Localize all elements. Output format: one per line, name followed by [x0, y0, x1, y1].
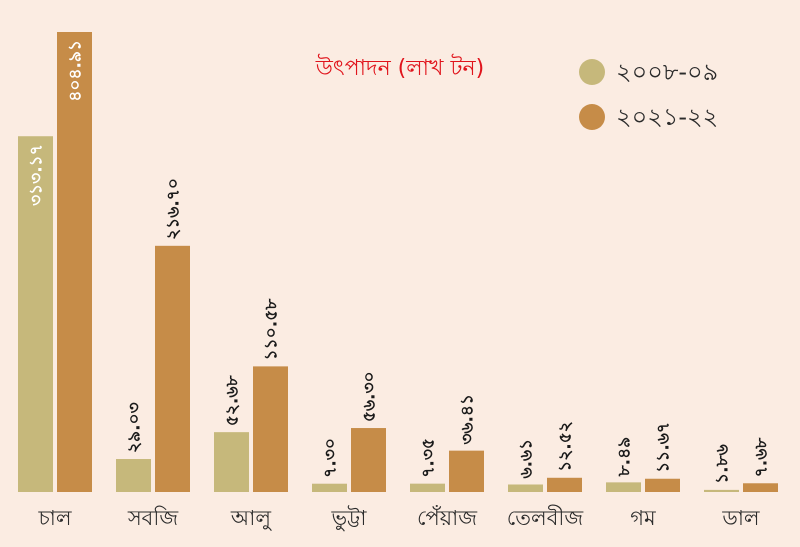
- value-label-2008-09-3: ৭.৩০: [321, 438, 341, 478]
- bar-2021-22-7: [743, 483, 778, 492]
- bar-2008-09-0: [18, 136, 53, 492]
- legend-swatch-2021-22: [579, 104, 605, 130]
- bar-2008-09-4: [410, 483, 445, 492]
- value-label-2021-22-6: ১১.৬৭: [654, 422, 674, 473]
- value-label-2008-09-1: ২৯.০৩: [125, 402, 145, 453]
- value-label-2008-09-5: ৬.৬১: [517, 439, 537, 479]
- bar-2008-09-6: [606, 482, 641, 492]
- legend-swatch-2008-09: [579, 59, 605, 85]
- category-label-0: চাল: [37, 506, 71, 530]
- value-label-2008-09-4: ৭.৩৫: [419, 438, 439, 478]
- value-label-2021-22-1: ২১৬.৭০: [164, 178, 184, 240]
- value-label-2021-22-0: ৪০৪.৯১: [66, 40, 86, 102]
- value-label-2008-09-6: ৮.৪৯: [615, 437, 635, 478]
- value-label-2021-22-5: ১২.৫২: [556, 421, 576, 472]
- legend-label-2021-22: ২০২১-২২: [616, 103, 718, 131]
- bar-2021-22-1: [155, 245, 190, 492]
- category-label-3: ভুট্টা: [331, 505, 368, 531]
- bar-2008-09-7: [704, 489, 739, 492]
- chart-title: উৎপাদন (লাখ টন): [315, 54, 484, 81]
- bar-2021-22-3: [351, 428, 386, 492]
- category-labels: চাল সবজি আলু ভুট্টা পেঁয়াজ তেলবীজ গম ডাল: [37, 505, 759, 531]
- category-label-6: গম: [630, 506, 656, 530]
- bar-2008-09-2: [214, 432, 249, 492]
- bar-2021-22-5: [547, 477, 582, 492]
- legend: ২০০৮-০৯ ২০২১-২২: [579, 58, 718, 131]
- bar-2021-22-4: [449, 450, 484, 492]
- bar-2008-09-3: [312, 483, 347, 492]
- value-label-2008-09-2: ৫২.৬৮: [223, 375, 243, 427]
- category-label-4: পেঁয়াজ: [417, 506, 478, 530]
- bar-2008-09-1: [116, 459, 151, 492]
- bar-2021-22-6: [645, 478, 680, 492]
- category-label-7: ডাল: [721, 506, 760, 530]
- category-label-2: আলু: [230, 506, 272, 530]
- value-label-2021-22-4: ৩৬.৪১: [458, 394, 478, 445]
- category-label-1: সবজি: [127, 506, 180, 530]
- bars-group: ৩১৩.১৭ ৪০৪.৯১ ২৯.০৩ ২১৬.৭০ ৫২.৬৮ ১১০.৫৮ ৭.৩০ ৫৬…: [18, 32, 778, 492]
- value-label-2021-22-7: ৭.৬৮: [752, 437, 772, 478]
- category-label-5: তেলবীজ: [507, 505, 585, 530]
- legend-label-2008-09: ২০০৮-০৯: [616, 58, 718, 86]
- bar-2008-09-5: [508, 484, 543, 492]
- value-label-2008-09-7: ১.৮৬: [713, 444, 733, 484]
- bar-2021-22-0: [57, 32, 92, 492]
- value-label-2021-22-2: ১১০.৫৮: [262, 298, 282, 361]
- value-label-2008-09-0: ৩১৩.১৭: [27, 144, 47, 206]
- value-label-2021-22-3: ৫৬.৩০: [360, 371, 380, 422]
- bar-2021-22-2: [253, 366, 288, 492]
